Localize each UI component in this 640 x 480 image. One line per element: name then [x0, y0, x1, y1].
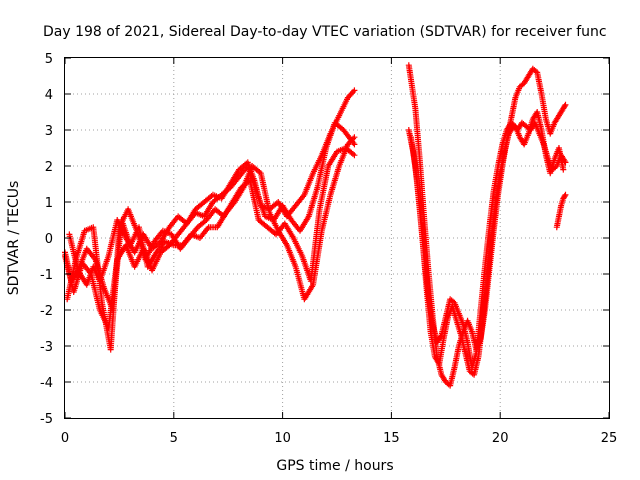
series-trace-7	[407, 109, 567, 371]
data-point	[351, 141, 358, 148]
y-tick-label: 4	[45, 88, 53, 103]
y-tick-label: -1	[40, 268, 53, 283]
y-tick-label: -4	[40, 376, 53, 391]
data-point	[351, 87, 358, 94]
x-tick-label: 5	[170, 431, 178, 446]
data-point	[351, 152, 358, 159]
y-tick-label: 5	[45, 52, 53, 67]
data-point	[560, 166, 567, 173]
y-tick-label: -5	[40, 412, 53, 427]
data-point	[562, 191, 569, 198]
data-point	[562, 101, 569, 108]
x-tick-label: 25	[601, 431, 618, 446]
plot-frame	[64, 57, 610, 419]
x-tick-label: 20	[492, 431, 509, 446]
y-tick-label: -3	[40, 340, 53, 355]
series-trace-4	[66, 134, 358, 313]
series-trace-8	[553, 191, 569, 231]
data-point	[561, 103, 568, 109]
x-tick-label: 0	[61, 431, 69, 446]
axis-ticks: 0 5 10 15 20 25 -5 -4 -3 -2 -1 0 1 2 3 4 5	[40, 52, 617, 446]
chart-title: Day 198 of 2021, Sidereal Day-to-day VTE…	[43, 24, 607, 40]
y-tick-label: 1	[45, 196, 53, 211]
y-tick-label: -2	[40, 304, 53, 319]
x-tick-label: 10	[274, 431, 291, 446]
y-tick-label: 2	[45, 160, 53, 175]
data-point	[561, 193, 568, 199]
x-tick-label: 15	[383, 431, 400, 446]
x-axis-label: GPS time / hours	[276, 458, 393, 474]
data-points	[62, 62, 569, 389]
y-tick-label: 0	[45, 232, 53, 247]
y-axis-label: SDTVAR / TECUs	[6, 181, 22, 296]
y-tick-label: 3	[45, 124, 53, 139]
data-point	[351, 134, 358, 141]
